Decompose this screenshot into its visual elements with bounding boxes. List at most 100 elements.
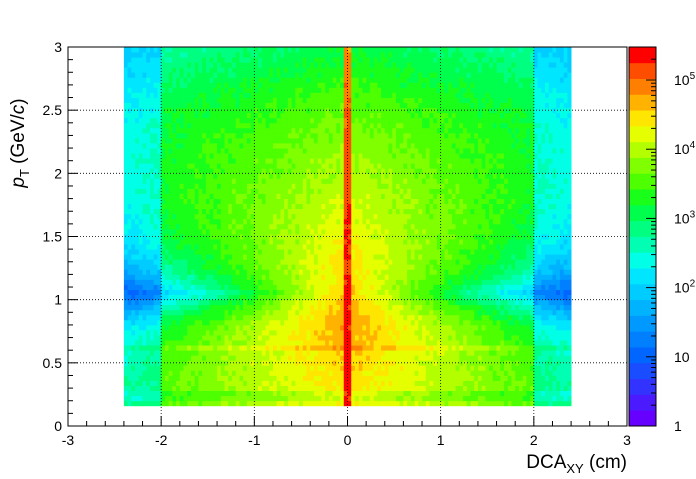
- heatmap-cell: [321, 335, 326, 341]
- heatmap-cell: [190, 385, 196, 392]
- heatmap-cell: [556, 340, 561, 346]
- heatmap-cell: [172, 319, 177, 326]
- heatmap-cell: [295, 208, 300, 215]
- heatmap-cell: [265, 329, 270, 336]
- heatmap-cell: [258, 279, 263, 285]
- heatmap-cell: [392, 299, 397, 306]
- heatmap-cell: [310, 228, 315, 235]
- heatmap-cell: [228, 314, 233, 321]
- heatmap-cell: [235, 319, 240, 326]
- heatmap-cell: [463, 304, 468, 311]
- heatmap-cell: [217, 324, 222, 331]
- heatmap-cell: [470, 218, 475, 225]
- heatmap-cell: [362, 193, 367, 199]
- heatmap-cell: [418, 319, 423, 326]
- heatmap-cell: [146, 294, 151, 301]
- heatmap-cell: [142, 264, 147, 270]
- heatmap-cell: [284, 218, 289, 225]
- heatmap-cell: [313, 289, 319, 296]
- heatmap-cell: [213, 289, 218, 296]
- heatmap-cell: [276, 264, 281, 270]
- heatmap-cell: [537, 335, 542, 341]
- heatmap-cell: [299, 284, 304, 290]
- heatmap-cell: [351, 375, 356, 381]
- heatmap-cell: [373, 198, 378, 205]
- heatmap-cell: [559, 345, 565, 351]
- heatmap-cell: [179, 264, 184, 270]
- heatmap-cell: [291, 259, 296, 265]
- heatmap-cell: [470, 380, 475, 386]
- heatmap-cell: [142, 289, 147, 296]
- heatmap-cell: [321, 400, 326, 407]
- heatmap-cell: [511, 314, 516, 321]
- heatmap-cell: [198, 269, 203, 275]
- heatmap-cell: [451, 345, 456, 351]
- heatmap-cell: [425, 294, 430, 301]
- heatmap-cell: [328, 314, 333, 321]
- heatmap-cell: [336, 254, 341, 260]
- heatmap-cell: [466, 324, 471, 331]
- heatmap-cell: [556, 380, 561, 386]
- heatmap-cell: [545, 218, 550, 225]
- heatmap-cell: [295, 350, 300, 356]
- heatmap-cell: [209, 395, 214, 402]
- heatmap-cell: [384, 208, 389, 215]
- heatmap-cell: [127, 340, 132, 346]
- heatmap-cell: [187, 380, 192, 386]
- heatmap-cell: [537, 274, 542, 280]
- heatmap-cell: [340, 385, 345, 392]
- heatmap-cell: [205, 269, 211, 275]
- heatmap-cell: [183, 223, 188, 230]
- heatmap-cell: [407, 390, 412, 397]
- heatmap-cell: [422, 335, 427, 341]
- heatmap-cell: [392, 370, 397, 376]
- heatmap-cell: [287, 345, 292, 351]
- heatmap-cell: [545, 259, 550, 265]
- heatmap-cell: [220, 274, 225, 280]
- heatmap-cell: [444, 350, 449, 356]
- heatmap-cell: [332, 309, 337, 316]
- heatmap-cell: [444, 324, 449, 331]
- heatmap-cell: [399, 274, 404, 280]
- heatmap-cell: [202, 400, 207, 407]
- heatmap-cell: [172, 203, 177, 210]
- heatmap-cell: [511, 355, 516, 361]
- heatmap-cell: [388, 244, 393, 250]
- heatmap-cell: [515, 284, 520, 290]
- heatmap-cell: [545, 319, 550, 326]
- heatmap-cell: [127, 335, 132, 341]
- heatmap-cell: [530, 264, 535, 270]
- heatmap-cell: [284, 324, 289, 331]
- heatmap-cell: [489, 213, 494, 220]
- heatmap-cell: [272, 340, 278, 346]
- heatmap-cell: [377, 390, 382, 397]
- heatmap-cell: [522, 319, 527, 326]
- heatmap-cell: [217, 380, 222, 386]
- heatmap-cell: [347, 294, 352, 301]
- heatmap-cell: [545, 198, 550, 205]
- heatmap-cell: [284, 314, 289, 321]
- heatmap-cell: [515, 395, 520, 402]
- heatmap-cell: [239, 198, 244, 205]
- heatmap-cell: [168, 254, 173, 260]
- heatmap-cell: [198, 395, 203, 402]
- heatmap-cell: [258, 365, 263, 371]
- heatmap-cell: [284, 385, 289, 392]
- heatmap-cell: [190, 223, 196, 230]
- heatmap-cell: [496, 259, 501, 265]
- heatmap-cell: [261, 218, 266, 225]
- heatmap-cell: [328, 279, 333, 285]
- heatmap-cell: [328, 340, 333, 346]
- heatmap-cell: [366, 264, 371, 270]
- heatmap-cell: [161, 299, 166, 306]
- heatmap-cell: [459, 228, 464, 235]
- heatmap-cell: [265, 294, 270, 301]
- heatmap-cell: [545, 314, 550, 321]
- heatmap-cell: [507, 218, 512, 225]
- heatmap-cell: [239, 274, 244, 280]
- heatmap-cell: [492, 244, 497, 250]
- heatmap-cell: [492, 304, 497, 311]
- heatmap-cell: [477, 218, 483, 225]
- heatmap-cell: [511, 395, 516, 402]
- heatmap-cell: [269, 380, 274, 386]
